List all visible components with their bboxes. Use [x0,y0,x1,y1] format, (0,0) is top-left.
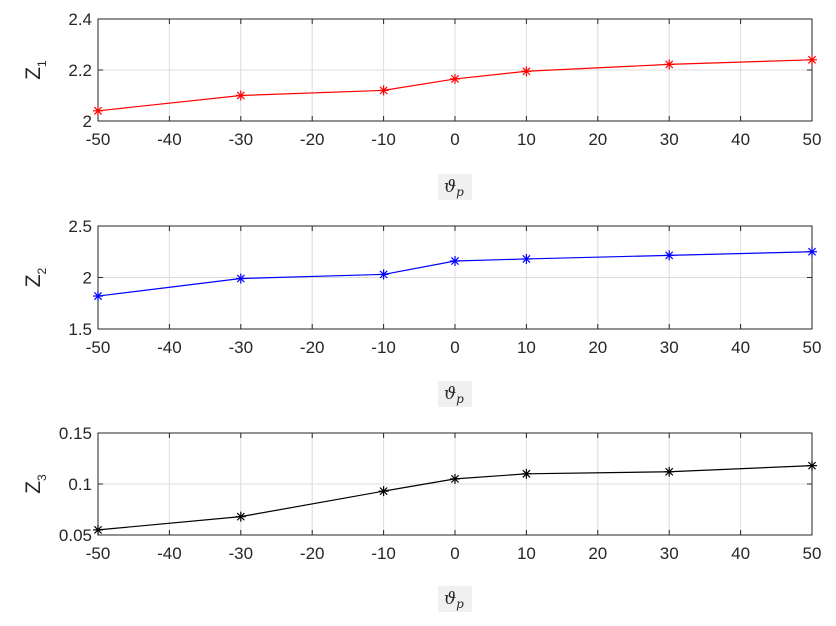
x-tick-label: -30 [229,130,254,149]
y-tick-label: 0.05 [59,526,92,545]
data-point [378,269,389,280]
x-tick-label: 30 [660,544,679,563]
data-point [521,468,532,479]
asterisk-stroke [450,256,460,266]
asterisk-stroke [665,60,674,69]
x-tick-label: -50 [86,544,111,563]
data-point [664,59,675,70]
x-tick-label: 40 [731,130,750,149]
x-tick-label: 0 [450,338,459,357]
x-tick-label: 20 [588,338,607,357]
asterisk-stroke [522,254,531,263]
asterisk-stroke [807,461,817,470]
data-point [450,256,460,267]
x-tick-label: -40 [157,544,182,563]
x-tick-label: -50 [86,338,111,357]
asterisk-stroke [807,247,817,256]
data-point [378,486,389,497]
x-tick-label: 30 [660,338,679,357]
x-tick-label: 10 [517,130,536,149]
y-tick-label: 1.5 [68,320,92,339]
data-point [235,511,246,522]
y-axis-label: Z3 [22,474,49,494]
asterisk-stroke [665,467,674,476]
data-point [93,524,103,535]
subplot-3: -50 -40 -30 -20 -10 0 10 20 30 40 50 0.05 0.1 0.15 Z3 ϑ… [22,424,821,612]
x-tick-label: -20 [300,544,325,563]
asterisk-stroke [93,292,103,301]
asterisk-stroke [379,270,388,279]
data-point [450,73,460,84]
x-axis-label: ϑp [444,589,464,611]
x-tick-label: 10 [517,544,536,563]
x-tick-label: 50 [803,338,822,357]
y-tick-label: 2.5 [68,217,92,236]
data-point [807,54,817,65]
data-point [807,246,817,257]
asterisk-stroke [236,512,245,521]
x-tick-label: 40 [731,338,750,357]
asterisk-stroke [236,274,245,283]
x-axis-label: ϑp [444,384,464,406]
x-tick-label: 30 [660,130,679,149]
y-tick-label: 0.1 [68,475,92,494]
data-point [93,291,103,302]
asterisk-stroke [522,67,531,76]
subplot-2: -50 -40 -30 -20 -10 0 10 20 30 40 50 1.5 2 2.5 Z2 ϑp [22,217,821,407]
asterisk-stroke [93,525,103,534]
asterisk-stroke [379,86,388,95]
asterisk-stroke [522,469,531,478]
x-tick-label: -50 [86,130,111,149]
x-tick-label: 40 [731,544,750,563]
x-tick-label: -30 [229,338,254,357]
data-point [807,460,817,471]
asterisk-stroke [93,106,103,115]
y-tick-label: 2.2 [68,61,92,80]
y-tick-label: 2 [83,269,92,288]
x-tick-label: 50 [803,544,822,563]
x-axis-label-box [438,586,472,612]
x-tick-label: -40 [157,338,182,357]
data-point [521,253,532,264]
x-tick-label: -10 [371,544,396,563]
x-axis-label-box [438,174,472,200]
x-tick-label: 0 [450,130,459,149]
x-tick-label: -30 [229,544,254,563]
y-axis-label: Z1 [22,60,49,80]
x-tick-label: 20 [588,130,607,149]
y-tick-label: 2 [83,112,92,131]
data-point [93,105,103,116]
asterisk-stroke [236,91,245,100]
y-tick-label: 0.15 [59,424,92,443]
x-tick-label: 10 [517,338,536,357]
asterisk-stroke [379,487,388,496]
data-point [664,466,675,477]
x-tick-label: -20 [300,338,325,357]
x-tick-label: -20 [300,130,325,149]
x-tick-label: -40 [157,130,182,149]
x-tick-label: 20 [588,544,607,563]
data-point [235,273,246,284]
x-tick-label: 50 [803,130,822,149]
data-point [521,66,532,77]
x-tick-label: -10 [371,338,396,357]
data-point [378,85,389,96]
x-tick-label: -10 [371,130,396,149]
asterisk-stroke [450,474,460,483]
y-tick-label: 2.4 [68,10,92,29]
data-point [664,250,675,261]
subplot-1: -50 -40 -30 -20 -10 0 10 20 30 40 50 2 2.2 2.4 Z1 ϑp [22,10,821,200]
data-point [235,90,246,101]
asterisk-stroke [450,74,460,83]
asterisk-stroke [807,55,817,64]
x-axis-label-box [438,381,472,407]
y-axis-label: Z2 [22,267,49,287]
data-point [450,473,460,484]
x-tick-label: 0 [450,544,459,563]
asterisk-stroke [665,251,674,260]
x-axis-label: ϑp [444,177,464,199]
